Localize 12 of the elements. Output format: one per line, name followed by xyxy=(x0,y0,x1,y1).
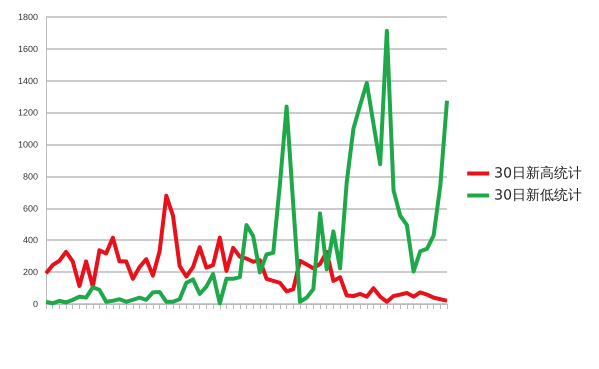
y-tick-label: 1000 xyxy=(18,140,38,150)
y-tick-label: 0 xyxy=(32,299,38,309)
y-tick-label: 200 xyxy=(22,267,38,278)
y-tick-label: 1600 xyxy=(18,44,38,54)
y-tick-label: 1400 xyxy=(18,76,38,86)
legend-label: 30日新高统计 xyxy=(494,166,582,182)
y-tick-label: 400 xyxy=(22,235,38,246)
y-tick-label: 800 xyxy=(22,171,38,182)
y-tick-label: 600 xyxy=(22,203,38,214)
y-tick-label: 1200 xyxy=(18,108,38,118)
y-tick-label: 1800 xyxy=(18,12,38,22)
legend-label: 30日新低统计 xyxy=(494,188,582,204)
